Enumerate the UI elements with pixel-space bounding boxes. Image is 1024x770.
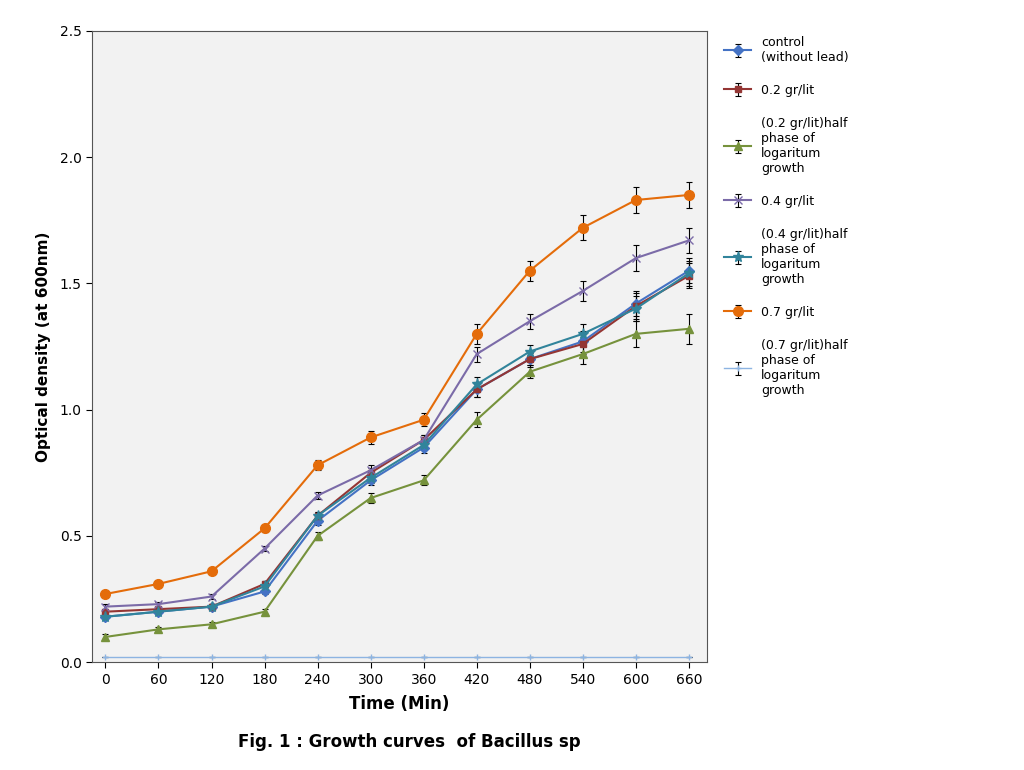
Y-axis label: Optical density (at 600nm): Optical density (at 600nm) <box>37 231 51 462</box>
Legend: control
(without lead), 0.2 gr/lit, (0.2 gr/lit)half
phase of
logaritum
growth, : control (without lead), 0.2 gr/lit, (0.2… <box>719 31 854 402</box>
Text: Fig. 1 : Growth curves  of Bacillus sp: Fig. 1 : Growth curves of Bacillus sp <box>239 733 581 751</box>
X-axis label: Time (Min): Time (Min) <box>349 695 450 713</box>
